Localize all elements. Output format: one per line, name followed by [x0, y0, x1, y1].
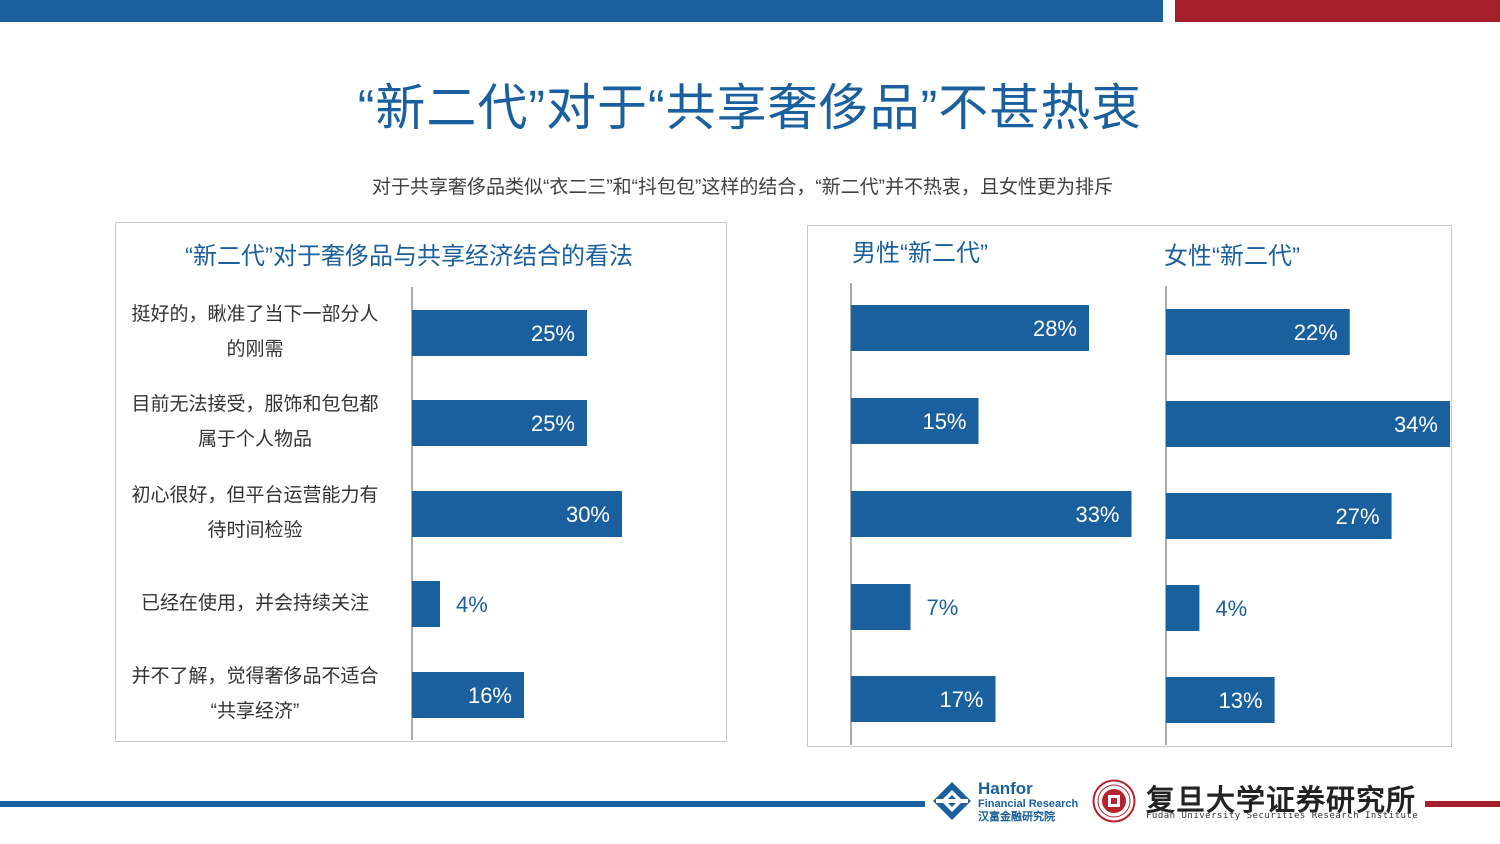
female-data-label: 27%	[1335, 504, 1379, 529]
male-bar	[851, 676, 996, 722]
category-label: 初心很好，但平台运营能力有 待时间检验	[131, 485, 379, 541]
category-label: 挺好的，瞅准了当下一部分人 的刚需	[131, 304, 379, 360]
female-data-label: 13%	[1219, 688, 1263, 713]
overall-data-label: 16%	[468, 683, 512, 708]
female-bar	[1166, 493, 1392, 539]
category-label: 并不了解，觉得奢侈品不适合 “共享经济”	[131, 666, 379, 722]
female-chart-title: 女性“新二代”	[1164, 243, 1300, 270]
male-bar	[851, 305, 1089, 351]
footer-line-red	[1425, 801, 1500, 807]
overall-bar	[412, 310, 587, 356]
female-bar	[1166, 585, 1200, 631]
female-bar	[1166, 309, 1350, 355]
hanfor-logo-icon	[933, 782, 971, 820]
category-label: 已经在使用，并会持续关注	[140, 593, 369, 614]
category-label: 目前无法接受，服饰和包包都 属于个人物品	[131, 394, 379, 450]
male-data-label: 28%	[1033, 316, 1077, 341]
hanfor-brand: Hanfor Financial Research 汉富金融研究院	[978, 779, 1079, 824]
male-data-label: 17%	[939, 687, 983, 712]
female-data-label: 34%	[1394, 412, 1438, 437]
fudan-institute-name: 复旦大学证券研究所	[1146, 785, 1417, 817]
page-title: “新二代”对于“共享奢侈品”不甚热衷	[357, 80, 1143, 136]
male-bar	[851, 491, 1132, 537]
fudan-seal-icon	[1092, 779, 1136, 823]
overall-bar	[412, 400, 587, 446]
male-data-label: 15%	[922, 409, 966, 434]
male-data-label: 7%	[927, 595, 959, 620]
page-subtitle: 对于共享奢侈品类似“衣二三”和“抖包包”这样的结合，“新二代”并不热衷，且女性更…	[372, 177, 1113, 198]
female-bar	[1166, 401, 1450, 447]
overall-data-label: 25%	[531, 411, 575, 436]
overall-data-label: 25%	[531, 321, 575, 346]
overall-data-label: 30%	[566, 502, 610, 527]
overall-data-label: 4%	[456, 592, 488, 617]
male-bar	[851, 584, 911, 630]
overall-bar	[412, 491, 622, 537]
top-bar-blue	[0, 0, 1163, 22]
female-data-label: 4%	[1215, 596, 1247, 621]
fudan-institute-english: Fudan University Securities Research Ins…	[1146, 811, 1419, 821]
male-bar	[851, 398, 979, 444]
overall-bar	[412, 672, 524, 718]
female-bar	[1166, 677, 1275, 723]
overall-chart-title: “新二代”对于奢侈品与共享经济结合的看法	[185, 243, 633, 270]
overall-chart-panel	[115, 222, 727, 742]
female-data-label: 22%	[1294, 320, 1338, 345]
footer-line-blue	[0, 801, 925, 807]
top-bar-red	[1175, 0, 1500, 22]
male-data-label: 33%	[1075, 502, 1119, 527]
male-chart-title: 男性“新二代”	[852, 240, 988, 267]
overall-bar	[412, 581, 440, 627]
